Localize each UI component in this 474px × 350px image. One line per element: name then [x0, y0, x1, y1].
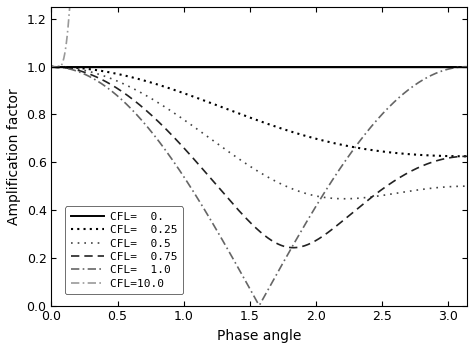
CFL=  0.	[389, 65, 395, 69]
CFL=  0.	[273, 65, 279, 69]
CFL=  0.75	[248, 222, 254, 226]
Line: CFL=10.0 : CFL=10.0	[51, 0, 467, 68]
CFL=  0.	[454, 65, 460, 69]
CFL=  0.	[246, 65, 252, 69]
CFL=  1.0 	[455, 65, 461, 69]
CFL=  1.0 	[48, 65, 54, 69]
Line: CFL=  0.5 : CFL= 0.5	[51, 67, 467, 199]
CFL=  0.5 	[342, 197, 347, 201]
CFL=  0.25	[454, 154, 460, 158]
CFL=  0.5 	[273, 180, 279, 184]
CFL=  0.	[464, 65, 470, 69]
CFL=  1.0 	[297, 232, 302, 236]
CFL=  0.5 	[248, 165, 254, 169]
CFL=  1.0 	[257, 303, 263, 307]
CFL=  0.75	[455, 155, 461, 159]
CFL=  0.5 	[455, 184, 461, 188]
CFL=  0.5 	[464, 184, 470, 188]
CFL=  0.5 	[296, 189, 301, 193]
CFL=  0.	[48, 65, 54, 69]
CFL=  0.25	[464, 154, 470, 159]
CFL=  0.75	[290, 246, 296, 250]
CFL=  0.75	[464, 154, 470, 159]
CFL=  0.5 	[246, 163, 252, 168]
CFL=  0.5 	[48, 65, 54, 69]
CFL=  0.75	[48, 65, 54, 69]
CFL=  0.5 	[390, 192, 396, 196]
CFL=10.0 	[55, 66, 61, 70]
CFL=  1.0 	[274, 271, 280, 275]
CFL=  1.0 	[246, 285, 252, 289]
CFL=  0.75	[297, 245, 302, 249]
CFL=  0.75	[390, 180, 396, 184]
CFL=10.0 	[48, 65, 54, 69]
CFL=  0.75	[273, 241, 279, 245]
Legend: CFL=  0., CFL=  0.25, CFL=  0.5 , CFL=  0.75, CFL=  1.0 , CFL=10.0 : CFL= 0., CFL= 0.25, CFL= 0.5 , CFL= 0.75…	[65, 206, 183, 294]
CFL=  0.	[296, 65, 301, 69]
CFL=  0.25	[248, 116, 254, 120]
Line: CFL=  1.0 : CFL= 1.0	[51, 67, 467, 305]
CFL=  1.0 	[390, 101, 396, 105]
CFL=  1.0 	[248, 289, 254, 293]
X-axis label: Phase angle: Phase angle	[217, 329, 301, 343]
CFL=  0.25	[389, 150, 395, 155]
CFL=  0.	[248, 65, 254, 69]
CFL=  0.25	[296, 132, 301, 136]
Y-axis label: Amplification factor: Amplification factor	[7, 88, 21, 225]
CFL=  1.0 	[464, 65, 470, 69]
CFL=  0.25	[273, 125, 279, 129]
Line: CFL=  0.25: CFL= 0.25	[51, 67, 467, 156]
CFL=  0.25	[48, 65, 54, 69]
CFL=  0.75	[246, 219, 252, 223]
Line: CFL=  0.75: CFL= 0.75	[51, 67, 467, 248]
CFL=  0.25	[246, 115, 252, 119]
